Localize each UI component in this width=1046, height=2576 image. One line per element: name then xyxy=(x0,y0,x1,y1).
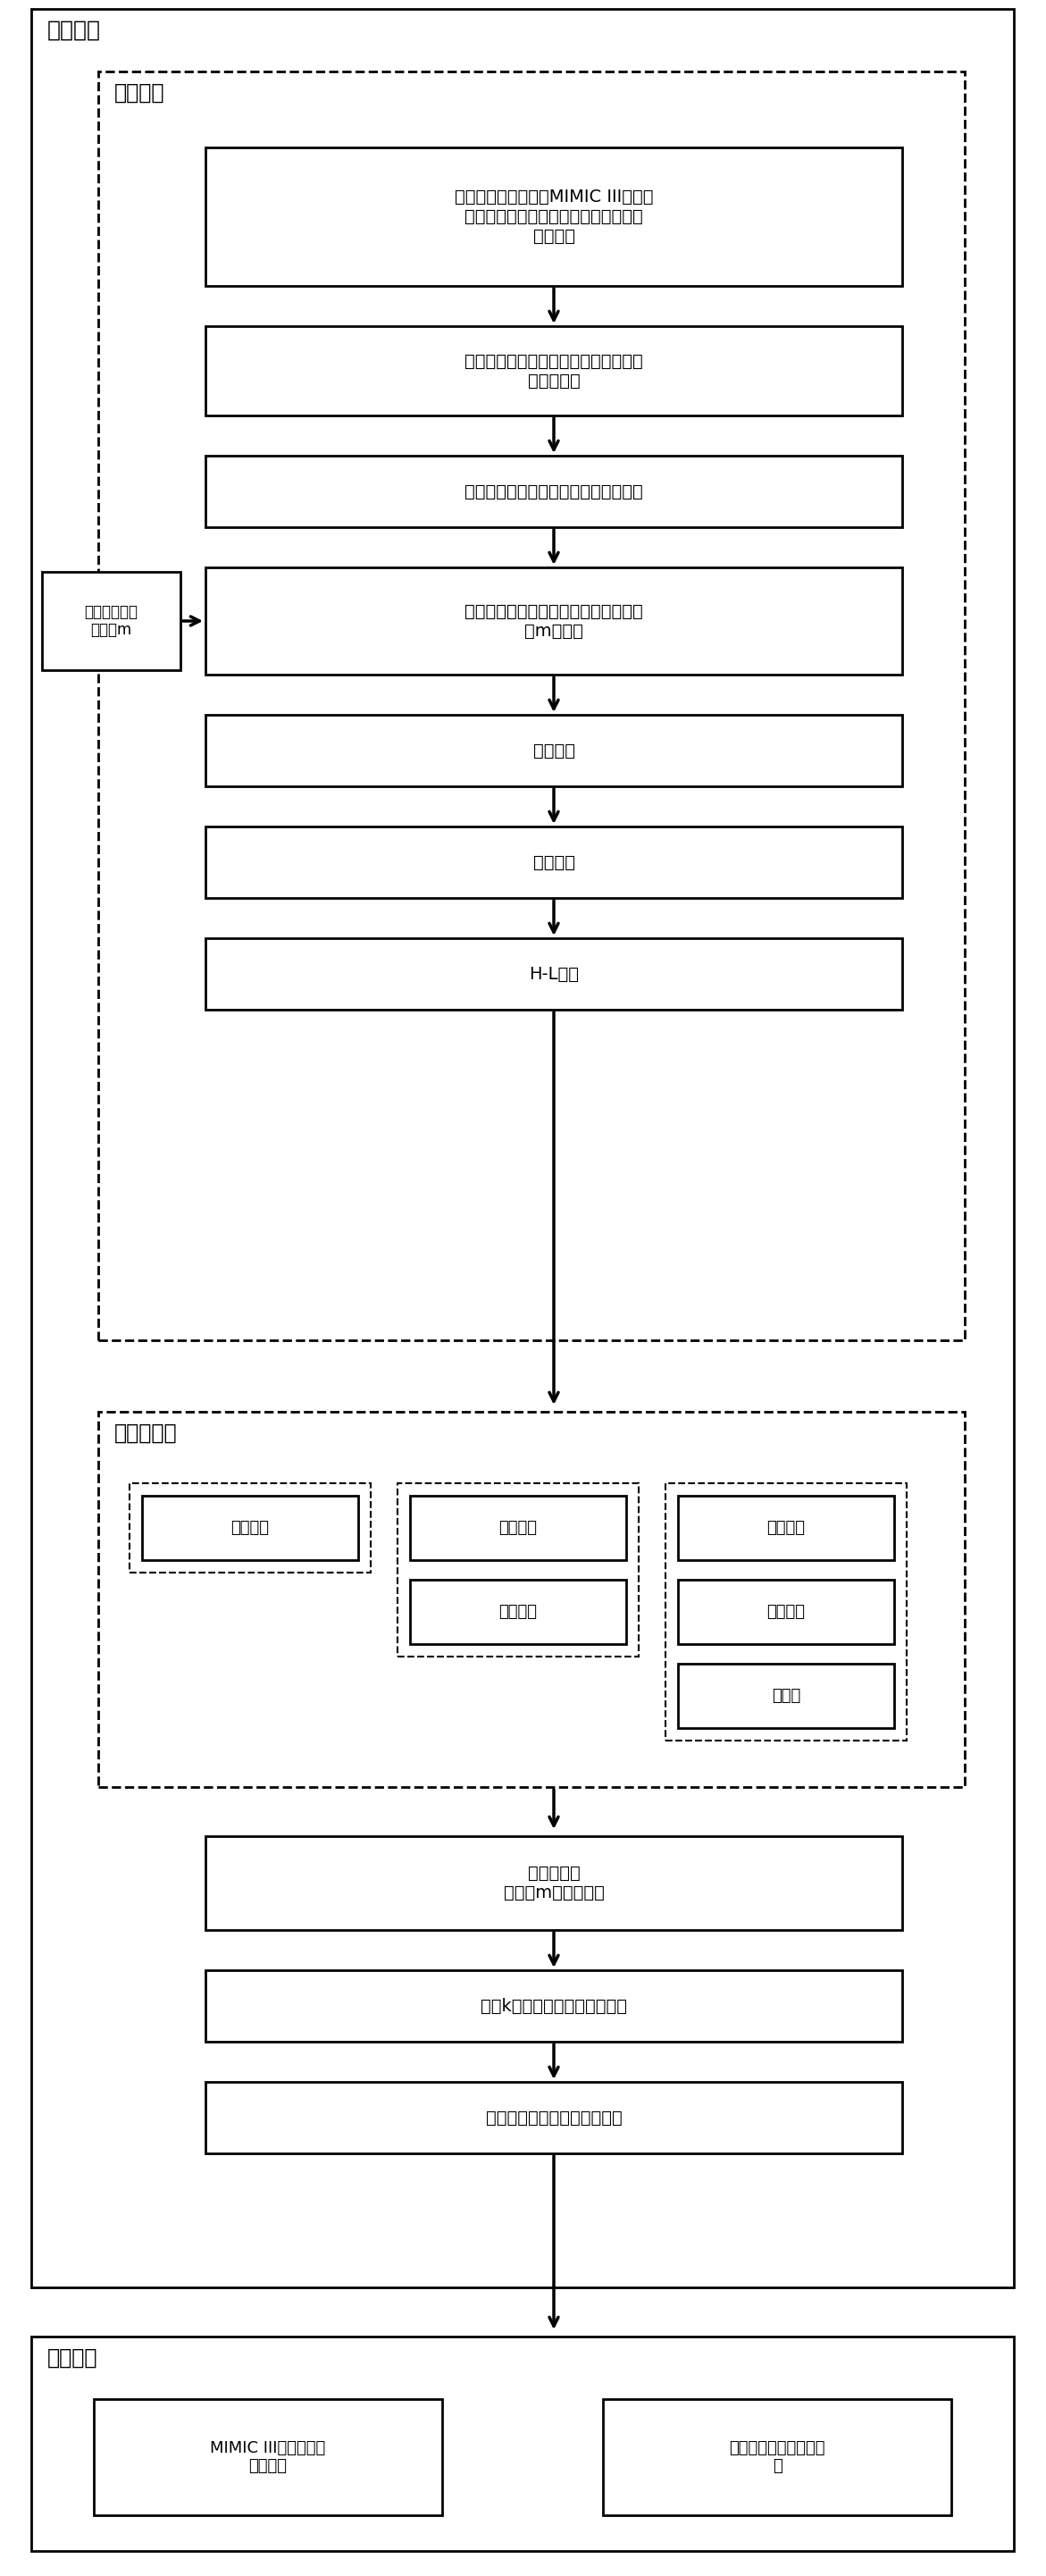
Text: 生命体征: 生命体征 xyxy=(231,1520,269,1535)
Text: 确定提前预测
小时数m: 确定提前预测 小时数m xyxy=(85,603,138,639)
Bar xyxy=(410,1497,627,1561)
Bar xyxy=(678,1497,894,1561)
Bar xyxy=(397,1484,639,1656)
Bar xyxy=(98,72,964,1340)
Text: 根据纳入排除标准从MIMIC III数据库
中提取病人的生理指标数据和再出血发
病标识。: 根据纳入排除标准从MIMIC III数据库 中提取病人的生理指标数据和再出血发 … xyxy=(454,188,653,245)
Bar xyxy=(410,1579,627,1643)
Bar xyxy=(142,1497,358,1561)
Bar xyxy=(678,1664,894,1728)
Text: 根据k折交叉验证获得评分结果: 根据k折交叉验证获得评分结果 xyxy=(480,1996,627,2014)
Text: MIMIC III数据库进行
内部验证: MIMIC III数据库进行 内部验证 xyxy=(210,2439,325,2476)
Bar xyxy=(205,714,903,786)
Text: 模型评估: 模型评估 xyxy=(47,2347,98,2370)
Text: 删去最后训练集每个病人提前预测小时
数m的数据: 删去最后训练集每个病人提前预测小时 数m的数据 xyxy=(464,603,643,639)
Bar xyxy=(205,327,903,415)
Bar xyxy=(42,572,181,670)
Text: 构建分类器
并预测m小时后结果: 构建分类器 并预测m小时后结果 xyxy=(503,1865,605,1901)
Text: 线性补缺: 线性补缺 xyxy=(532,742,575,760)
Text: 聚类补缺: 聚类补缺 xyxy=(532,853,575,871)
Text: 训练模型: 训练模型 xyxy=(47,21,100,41)
Bar xyxy=(31,2336,1014,2550)
Bar xyxy=(678,1579,894,1643)
Text: 血气分析: 血气分析 xyxy=(499,1605,538,1620)
Bar xyxy=(205,827,903,899)
Bar xyxy=(94,2398,442,2514)
Bar xyxy=(205,2081,903,2154)
Text: 阶梯化指标: 阶梯化指标 xyxy=(114,1422,178,1445)
Text: 血常规: 血常规 xyxy=(772,1687,800,1703)
Bar xyxy=(205,938,903,1010)
Bar xyxy=(205,567,903,675)
Bar xyxy=(205,1837,903,1929)
Bar xyxy=(205,1971,903,2043)
Text: 血气分析: 血气分析 xyxy=(767,1605,805,1620)
Text: H-L检验: H-L检验 xyxy=(529,966,578,981)
Bar xyxy=(205,147,903,286)
Text: 生命体征: 生命体征 xyxy=(499,1520,538,1535)
Text: 急救数据库进行外部验
证: 急救数据库进行外部验 证 xyxy=(729,2439,825,2476)
Text: 得到最优超参数和最优分类器: 得到最优超参数和最优分类器 xyxy=(485,2110,622,2125)
Text: 在医生的指导下去除无用生理指标，减
小搜索空间: 在医生的指导下去除无用生理指标，减 小搜索空间 xyxy=(464,353,643,389)
Text: 处理数据异常值，如编码非数值型数据: 处理数据异常值，如编码非数值型数据 xyxy=(464,482,643,500)
Bar xyxy=(602,2398,951,2514)
Bar xyxy=(205,456,903,528)
Bar xyxy=(98,1412,964,1788)
Text: 数据处理: 数据处理 xyxy=(114,82,165,103)
Bar xyxy=(31,8,1014,2287)
Bar xyxy=(665,1484,907,1741)
Bar xyxy=(130,1484,370,1571)
Text: 生命体征: 生命体征 xyxy=(767,1520,805,1535)
